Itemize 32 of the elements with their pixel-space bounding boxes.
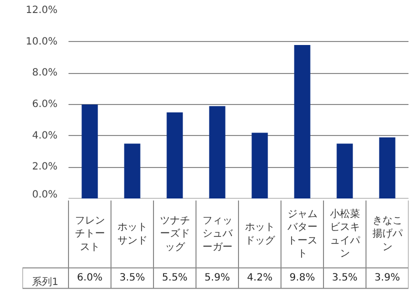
data-label: 5.5% — [162, 272, 188, 284]
x-tick-label: ホットサンド — [117, 222, 148, 246]
x-tick-label: ツナチーズドッグ — [160, 216, 190, 253]
data-label: 4.2% — [247, 272, 272, 284]
bar — [336, 144, 353, 198]
y-tick-label: 4.0% — [32, 130, 58, 142]
data-label: 6.0% — [77, 272, 102, 284]
bar — [209, 106, 226, 198]
data-label: 3.9% — [374, 272, 400, 284]
x-tick-label: フィッシュバーガー — [202, 216, 234, 253]
data-label: 9.8% — [290, 272, 315, 284]
bar — [82, 104, 98, 198]
y-tick-label: 12.0% — [26, 5, 58, 16]
x-tick-label: フレンチトースト — [74, 216, 105, 253]
x-tick-label: きなこ揚げパン — [372, 216, 404, 253]
x-tick-label: ホットドッグ — [244, 222, 276, 246]
bar — [379, 137, 396, 198]
data-label: 3.5% — [120, 272, 145, 284]
y-tick-label: 0.0% — [32, 190, 58, 200]
y-tick-label: 10.0% — [26, 36, 58, 48]
data-label: 5.9% — [204, 272, 230, 284]
bar — [252, 132, 268, 198]
data-label: 3.5% — [332, 272, 358, 284]
y-tick-label: 6.0% — [32, 99, 58, 110]
text: 系列1 — [32, 276, 58, 289]
x-tick-label: ジャムバタートースト — [286, 208, 318, 260]
y-tick-label: 8.0% — [32, 68, 58, 79]
bar — [166, 112, 183, 198]
x-tick-label: 小松菜ビスキュイパン — [330, 208, 361, 260]
bar — [124, 144, 140, 198]
y-tick-label: 2.0% — [32, 162, 58, 173]
bar — [294, 44, 310, 198]
